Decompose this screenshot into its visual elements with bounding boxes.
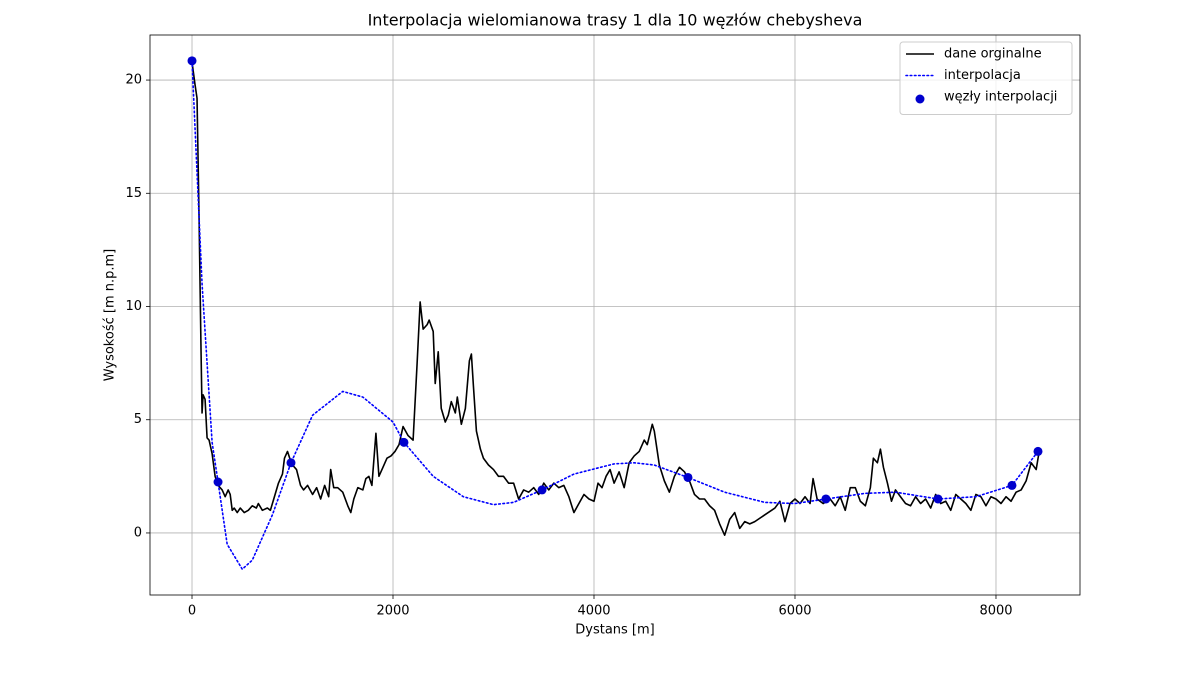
y-tick-label: 15 <box>125 186 142 201</box>
legend-label: węzły interpolacji <box>944 90 1057 105</box>
chart-title: Interpolacja wielomianowa trasy 1 dla 10… <box>368 11 863 30</box>
point <box>187 56 197 66</box>
point <box>683 472 693 482</box>
x-axis-label: Dystans [m] <box>575 623 655 638</box>
legend-label: dane orginalne <box>944 47 1042 62</box>
y-axis-label: Wysokość [m n.p.m] <box>103 249 118 381</box>
point <box>399 437 409 447</box>
plot-area <box>187 56 1043 570</box>
point <box>1033 446 1043 456</box>
x-tick-label: 8000 <box>979 604 1012 619</box>
point <box>537 485 547 495</box>
axes-frame <box>149 34 1081 596</box>
point <box>213 477 223 487</box>
x-tick-label: 6000 <box>778 604 811 619</box>
point <box>821 494 831 504</box>
legend-box <box>899 41 1073 115</box>
y-tick-label: 20 <box>125 73 142 88</box>
y-tick-label: 10 <box>125 299 142 314</box>
line <box>191 61 1040 537</box>
y-tick-label: 5 <box>134 412 142 427</box>
x-tick-label: 4000 <box>577 604 610 619</box>
point <box>286 458 296 468</box>
point <box>1007 480 1017 490</box>
line <box>191 60 1039 570</box>
x-tick-label: 0 <box>188 604 196 619</box>
y-tick-label: 0 <box>134 525 142 540</box>
legend-marker <box>915 94 925 104</box>
point <box>933 494 943 504</box>
legend-label: interpolacja <box>944 68 1021 83</box>
x-tick-label: 2000 <box>376 604 409 619</box>
